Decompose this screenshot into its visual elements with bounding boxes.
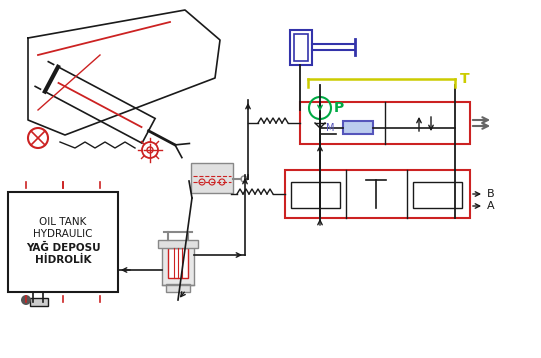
Bar — [300, 102, 470, 144]
Bar — [158, 240, 198, 248]
Text: OIL TANK: OIL TANK — [39, 217, 87, 227]
Bar — [291, 182, 340, 208]
Text: B: B — [487, 189, 494, 199]
Text: A: A — [487, 201, 494, 211]
Bar — [294, 34, 308, 61]
Text: P: P — [334, 101, 344, 115]
Bar — [8, 192, 118, 292]
Text: HYDRAULIC: HYDRAULIC — [33, 229, 93, 239]
Bar — [343, 121, 373, 134]
Bar — [290, 30, 312, 65]
Text: T: T — [460, 72, 470, 86]
Bar — [168, 248, 188, 278]
Text: HİDROLİK: HİDROLİK — [35, 255, 91, 265]
Text: YAĞ DEPOSU: YAĞ DEPOSU — [25, 243, 100, 253]
Bar — [413, 182, 462, 208]
Circle shape — [21, 295, 31, 305]
Text: M: M — [327, 123, 335, 133]
Bar — [162, 245, 194, 285]
Bar — [30, 298, 48, 306]
Bar — [166, 284, 190, 292]
Bar — [285, 170, 470, 218]
Bar — [191, 163, 233, 193]
FancyBboxPatch shape — [45, 67, 155, 143]
